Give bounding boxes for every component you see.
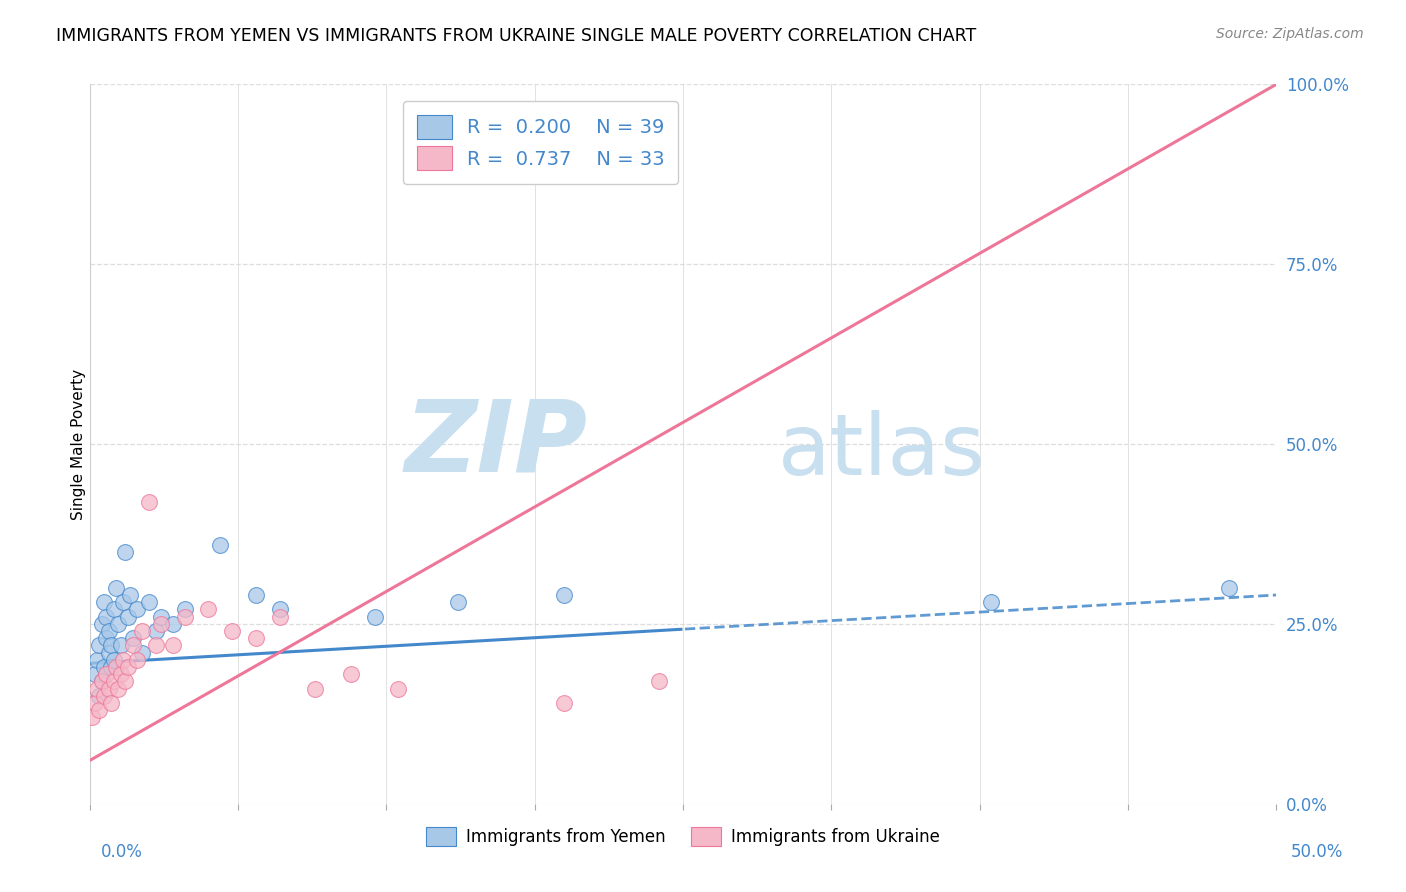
Point xyxy=(1218,581,1240,595)
Y-axis label: Single Male Poverty: Single Male Poverty xyxy=(72,368,86,519)
Point xyxy=(209,538,232,552)
Point xyxy=(145,624,167,638)
Point xyxy=(117,609,139,624)
Point xyxy=(173,609,195,624)
Point xyxy=(553,588,575,602)
Point xyxy=(980,595,1002,609)
Point xyxy=(83,696,105,710)
Point xyxy=(269,602,291,616)
Point xyxy=(96,609,118,624)
Point xyxy=(103,602,125,616)
Point xyxy=(304,681,326,696)
Point xyxy=(150,616,173,631)
Point xyxy=(83,667,105,681)
Point xyxy=(100,696,122,710)
Point xyxy=(97,624,120,638)
Point xyxy=(103,653,125,667)
Point xyxy=(93,595,115,609)
Point xyxy=(138,494,160,508)
Point xyxy=(114,545,136,559)
Point xyxy=(107,681,129,696)
Text: atlas: atlas xyxy=(778,409,986,492)
Point xyxy=(110,667,132,681)
Point xyxy=(100,638,122,652)
Text: 0.0%: 0.0% xyxy=(101,843,143,861)
Point xyxy=(110,638,132,652)
Point xyxy=(89,638,111,652)
Point xyxy=(131,646,153,660)
Point xyxy=(162,616,184,631)
Point xyxy=(104,660,127,674)
Point xyxy=(269,609,291,624)
Point xyxy=(127,653,149,667)
Point xyxy=(96,667,118,681)
Text: 50.0%: 50.0% xyxy=(1291,843,1343,861)
Point xyxy=(90,674,112,689)
Point xyxy=(96,631,118,645)
Point xyxy=(221,624,243,638)
Point xyxy=(648,674,671,689)
Point xyxy=(86,681,108,696)
Point xyxy=(121,631,143,645)
Point xyxy=(138,595,160,609)
Point xyxy=(173,602,195,616)
Point xyxy=(103,674,125,689)
Point xyxy=(82,710,104,724)
Point xyxy=(114,674,136,689)
Point xyxy=(145,638,167,652)
Point xyxy=(97,646,120,660)
Point xyxy=(197,602,219,616)
Point xyxy=(127,602,149,616)
Point xyxy=(112,653,135,667)
Point xyxy=(100,660,122,674)
Point xyxy=(89,703,111,717)
Legend: R =  0.200    N = 39, R =  0.737    N = 33: R = 0.200 N = 39, R = 0.737 N = 33 xyxy=(404,102,678,184)
Point xyxy=(117,660,139,674)
Point xyxy=(90,616,112,631)
Point xyxy=(131,624,153,638)
Point xyxy=(93,660,115,674)
Point xyxy=(363,609,385,624)
Point xyxy=(553,696,575,710)
Point xyxy=(340,667,363,681)
Point xyxy=(150,609,173,624)
Point xyxy=(89,689,111,703)
Point xyxy=(86,653,108,667)
Point xyxy=(104,581,127,595)
Point xyxy=(93,689,115,703)
Text: IMMIGRANTS FROM YEMEN VS IMMIGRANTS FROM UKRAINE SINGLE MALE POVERTY CORRELATION: IMMIGRANTS FROM YEMEN VS IMMIGRANTS FROM… xyxy=(56,27,977,45)
Text: Source: ZipAtlas.com: Source: ZipAtlas.com xyxy=(1216,27,1364,41)
Point xyxy=(107,616,129,631)
Text: ZIP: ZIP xyxy=(405,395,588,492)
Point xyxy=(112,595,135,609)
Point xyxy=(121,638,143,652)
Point xyxy=(245,588,267,602)
Point xyxy=(387,681,409,696)
Point xyxy=(90,674,112,689)
Point xyxy=(446,595,468,609)
Point xyxy=(245,631,267,645)
Point xyxy=(162,638,184,652)
Point xyxy=(97,681,120,696)
Point xyxy=(120,588,142,602)
